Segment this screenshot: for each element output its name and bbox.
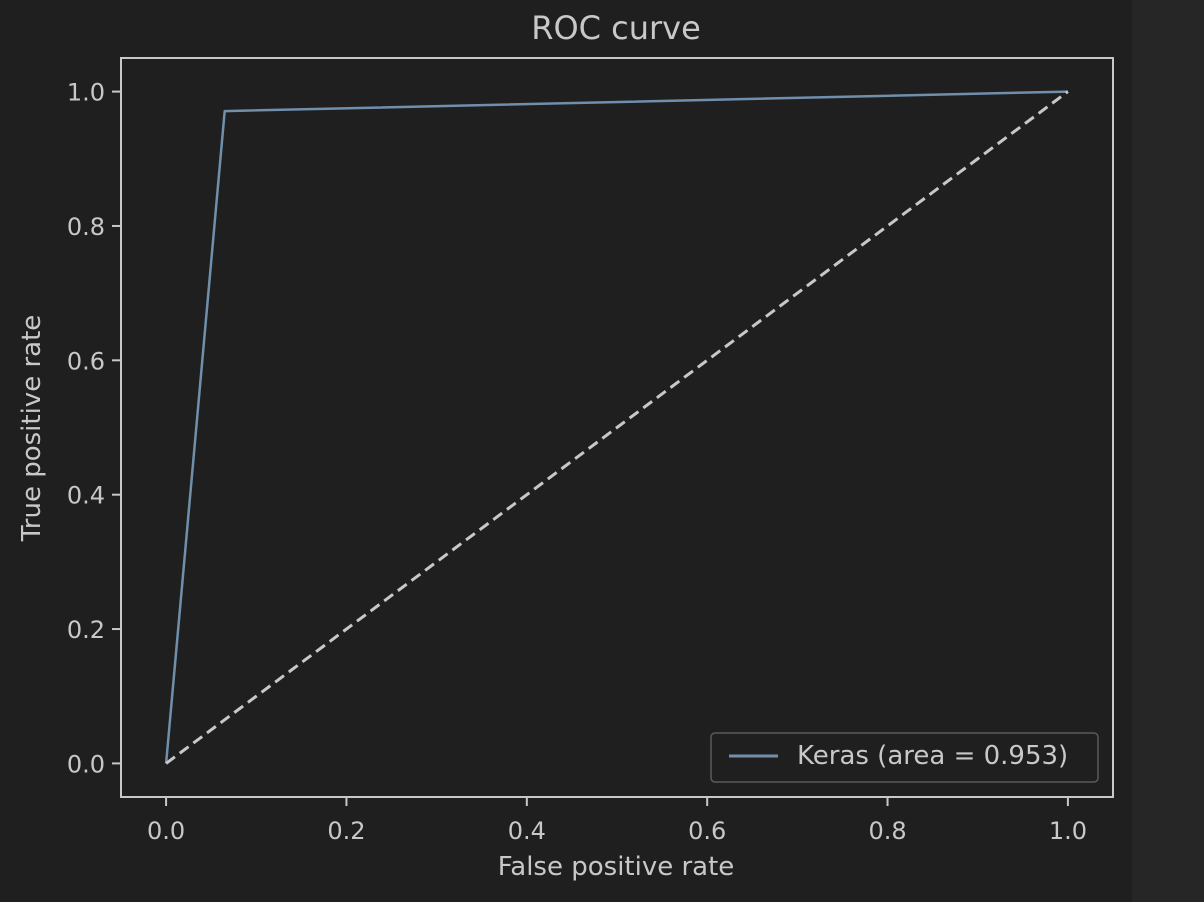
x-tick-label: 1.0 xyxy=(1049,817,1087,845)
right-margin-strip xyxy=(1132,0,1204,902)
plot-frame xyxy=(120,57,1114,798)
roc-curve-line xyxy=(164,90,1068,764)
x-axis-ticks: 0.0 0.2 0.4 0.6 0.8 1.0 xyxy=(147,797,1087,845)
y-tick-label: 0.4 xyxy=(67,482,105,510)
legend: Keras (area = 0.953) xyxy=(710,732,1099,783)
x-tick-label: 0.0 xyxy=(147,817,185,845)
x-axis-label: False positive rate xyxy=(498,852,735,882)
x-tick-label: 0.2 xyxy=(327,817,365,845)
y-tick-label: 0.8 xyxy=(67,213,105,241)
x-tick-label: 0.4 xyxy=(508,817,546,845)
roc-chart: ROC curve 0.0 0.2 0.4 0.6 0.8 1.0 0.00.20.40.… xyxy=(17,9,1114,882)
y-axis-label: True positive rate xyxy=(17,315,47,543)
legend-label: Keras (area = 0.953) xyxy=(797,741,1068,771)
chance-diagonal-line xyxy=(165,90,1069,765)
x-tick-label: 0.8 xyxy=(868,817,906,845)
y-tick-label: 0.2 xyxy=(67,616,105,644)
legend-box xyxy=(710,732,1099,783)
y-tick-label: 1.0 xyxy=(67,79,105,107)
y-tick-label: 0.0 xyxy=(67,750,105,778)
y-tick-label: 0.6 xyxy=(67,347,105,375)
chart-title: ROC curve xyxy=(531,9,701,47)
y-axis-ticks: 0.0 0.2 0.4 0.6 0.8 1.0 xyxy=(67,79,121,778)
series-layer xyxy=(164,90,1069,765)
x-tick-label: 0.6 xyxy=(688,817,726,845)
